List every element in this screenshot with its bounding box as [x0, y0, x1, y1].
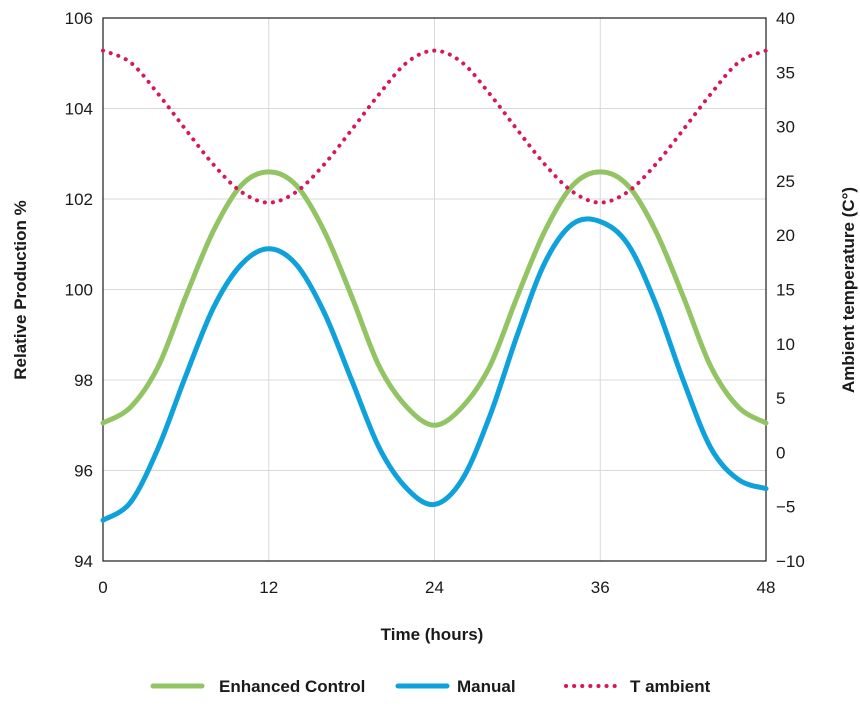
- legend: Enhanced Control Manual T ambient: [150, 677, 711, 696]
- grid: [103, 18, 766, 561]
- series-line-t-ambient: [101, 48, 768, 205]
- y2-tick-label: 25: [776, 172, 795, 191]
- y2-tick-label: 30: [776, 118, 795, 137]
- series-line-enhanced-control: [100, 169, 769, 428]
- x-tick-label: 36: [591, 578, 610, 597]
- legend-label-enhanced-control: Enhanced Control: [219, 677, 365, 696]
- x-tick-label: 12: [259, 578, 278, 597]
- y2-tick-label: 35: [776, 63, 795, 82]
- y2-tick-label: −5: [776, 498, 795, 517]
- plot-frame: [102, 17, 767, 562]
- y-tick-label: 96: [74, 462, 93, 481]
- y2-tick-label: 10: [776, 335, 795, 354]
- y-tick-label: 100: [65, 281, 93, 300]
- y2-tick-label: 20: [776, 226, 795, 245]
- x-axis-title: Time (hours): [381, 625, 484, 644]
- legend-label-t-ambient: T ambient: [630, 677, 711, 696]
- y-axis-title: Relative Production %: [11, 200, 30, 379]
- legend-label-manual: Manual: [457, 677, 516, 696]
- y-tick-label: 102: [65, 190, 93, 209]
- x-tick-label: 24: [425, 578, 444, 597]
- y2-tick-label: 40: [776, 9, 795, 28]
- y2-tick-label: −10: [776, 552, 805, 571]
- y2-tick-label: 15: [776, 281, 795, 300]
- axes: [102, 17, 767, 562]
- y-tick-label: 94: [74, 552, 93, 571]
- tick-labels: 94 96 98 100 102 104 106 0 12 24 36 48−10 −5 0 5 10 15 20…: [65, 9, 805, 597]
- y-tick-label: 106: [65, 9, 93, 28]
- y2-axis-title: Ambient temperature (C°): [839, 187, 858, 393]
- y-tick-label: 104: [65, 100, 93, 119]
- series-layer: [100, 48, 769, 523]
- x-tick-label: 48: [757, 578, 776, 597]
- series-line-manual: [100, 216, 769, 523]
- y-tick-label: 98: [74, 371, 93, 390]
- y2-tick-label: 5: [776, 389, 785, 408]
- x-tick-label: 0: [98, 578, 107, 597]
- y2-tick-label: 0: [776, 443, 785, 462]
